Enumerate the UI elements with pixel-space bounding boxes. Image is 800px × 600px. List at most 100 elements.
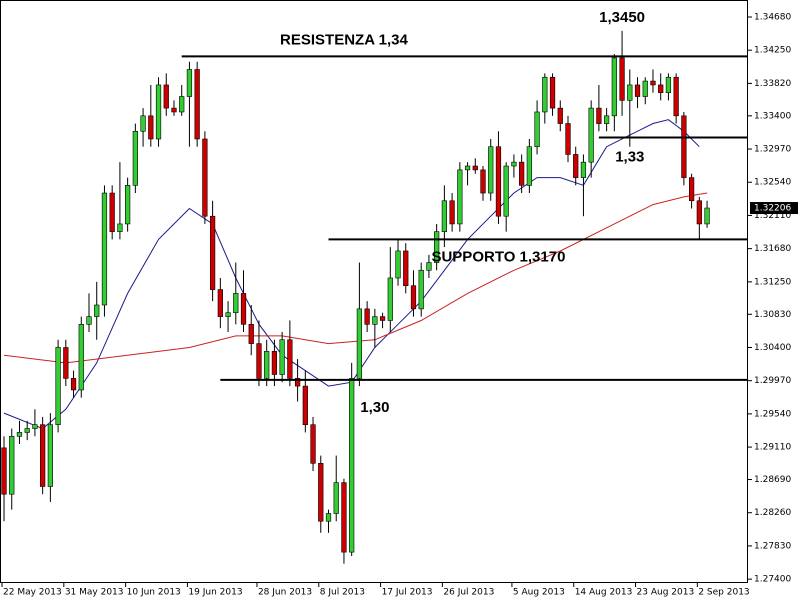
candle-body xyxy=(1,447,7,495)
x-tick-label: 17 Jul 2013 xyxy=(382,588,433,598)
candle-body xyxy=(434,231,440,263)
candle-body xyxy=(217,289,223,317)
candle-body xyxy=(125,185,131,225)
level-label: 1,33 xyxy=(615,148,644,165)
candle-body xyxy=(101,192,108,306)
moving-average xyxy=(3,119,700,430)
candle-body xyxy=(503,165,509,217)
candle-body xyxy=(256,343,262,379)
y-tick-label: 1.27830 xyxy=(754,541,791,551)
x-tick-label: 28 Jun 2013 xyxy=(258,588,312,598)
y-tick-label: 1.32970 xyxy=(754,145,791,155)
level-label: 1,30 xyxy=(360,399,389,416)
candle-body xyxy=(565,123,571,155)
candle-body xyxy=(696,200,702,225)
candle-body xyxy=(155,84,162,140)
candle-body xyxy=(526,146,532,186)
candle-body xyxy=(318,463,324,522)
candle-body xyxy=(665,76,672,93)
candle-body xyxy=(549,76,556,109)
candle-body xyxy=(279,339,285,375)
candle-body xyxy=(271,351,278,375)
y-tick-label: 1.29970 xyxy=(754,376,791,386)
candle-body xyxy=(418,269,424,310)
candle-body xyxy=(32,424,38,429)
candle-body xyxy=(542,76,548,113)
candle-body xyxy=(70,378,77,391)
y-tick-label: 1.33400 xyxy=(754,111,791,121)
candle-body xyxy=(240,293,247,325)
last-price-box xyxy=(750,202,798,215)
candle-body xyxy=(171,107,177,113)
candle-body xyxy=(9,435,15,495)
candle-body xyxy=(294,378,301,387)
candle-body xyxy=(611,57,617,117)
candle-body xyxy=(225,312,231,317)
candle-body xyxy=(364,308,370,325)
candle-body xyxy=(449,200,455,225)
y-tick-label: 1.34680 xyxy=(754,12,791,22)
candle-body xyxy=(186,69,193,97)
candle-body xyxy=(16,432,23,437)
candle-body xyxy=(372,316,378,325)
candle-body xyxy=(287,339,293,379)
candle-body xyxy=(325,513,332,522)
y-tick-label: 1.30830 xyxy=(754,310,791,320)
candle-body xyxy=(495,146,502,217)
candle-body xyxy=(47,424,53,487)
candle-body xyxy=(464,165,471,171)
candle-body xyxy=(441,200,447,232)
candle-body xyxy=(704,207,710,225)
candle-body xyxy=(356,308,363,379)
candle-body xyxy=(457,169,463,225)
x-tick-label: 2 Sep 2013 xyxy=(698,588,749,598)
candle-body xyxy=(604,115,610,124)
candle-body xyxy=(634,84,641,97)
y-tick-label: 1.31680 xyxy=(754,244,791,254)
x-tick-label: 10 Jun 2013 xyxy=(127,588,181,598)
y-tick-label: 1.29540 xyxy=(754,409,791,419)
y-tick-label: 1.32540 xyxy=(754,178,791,188)
candle-body xyxy=(596,107,602,124)
candle-body xyxy=(519,161,525,186)
candle-body xyxy=(557,107,563,124)
candle-body xyxy=(55,347,61,426)
x-tick-label: 31 May 2013 xyxy=(65,588,124,598)
last-price-label: 1.32206 xyxy=(754,204,791,214)
candle-body xyxy=(426,262,432,271)
candle-body xyxy=(209,215,216,290)
candle-body xyxy=(202,138,208,217)
candle-body xyxy=(40,424,46,487)
x-tick-label: 26 Jul 2013 xyxy=(443,588,494,598)
x-tick-label: 8 Jul 2013 xyxy=(320,588,365,598)
candle-body xyxy=(148,115,154,140)
level-label: SUPPORTO 1,3170 xyxy=(431,248,565,265)
candle-body xyxy=(302,385,308,426)
candle-body xyxy=(480,169,486,194)
y-tick-label: 1.31250 xyxy=(754,277,791,287)
y-tick-label: 1.33820 xyxy=(754,79,791,89)
y-tick-label: 1.32110 xyxy=(754,211,791,221)
x-tick-label: 23 Aug 2013 xyxy=(637,588,695,598)
candle-body xyxy=(248,324,254,344)
candle-body xyxy=(472,165,478,171)
candle-body xyxy=(681,115,687,178)
candle-body xyxy=(573,154,579,178)
y-tick-label: 1.34250 xyxy=(754,46,791,56)
candle-body xyxy=(488,146,494,194)
x-tick-label: 19 Jun 2013 xyxy=(188,588,242,598)
x-tick-label: 22 May 2013 xyxy=(3,588,62,598)
level-label: RESISTENZA 1,34 xyxy=(280,31,408,48)
candle-body xyxy=(511,161,517,167)
candle-body xyxy=(534,111,540,148)
candle-body xyxy=(580,161,587,178)
candle-body xyxy=(403,250,409,287)
candle-body xyxy=(194,69,200,140)
y-tick-label: 1.28260 xyxy=(754,508,791,518)
candle-body xyxy=(379,316,386,321)
y-tick-label: 1.28690 xyxy=(754,475,791,485)
candle-body xyxy=(264,351,270,379)
candle-body xyxy=(627,84,633,101)
candle-body xyxy=(387,277,393,321)
